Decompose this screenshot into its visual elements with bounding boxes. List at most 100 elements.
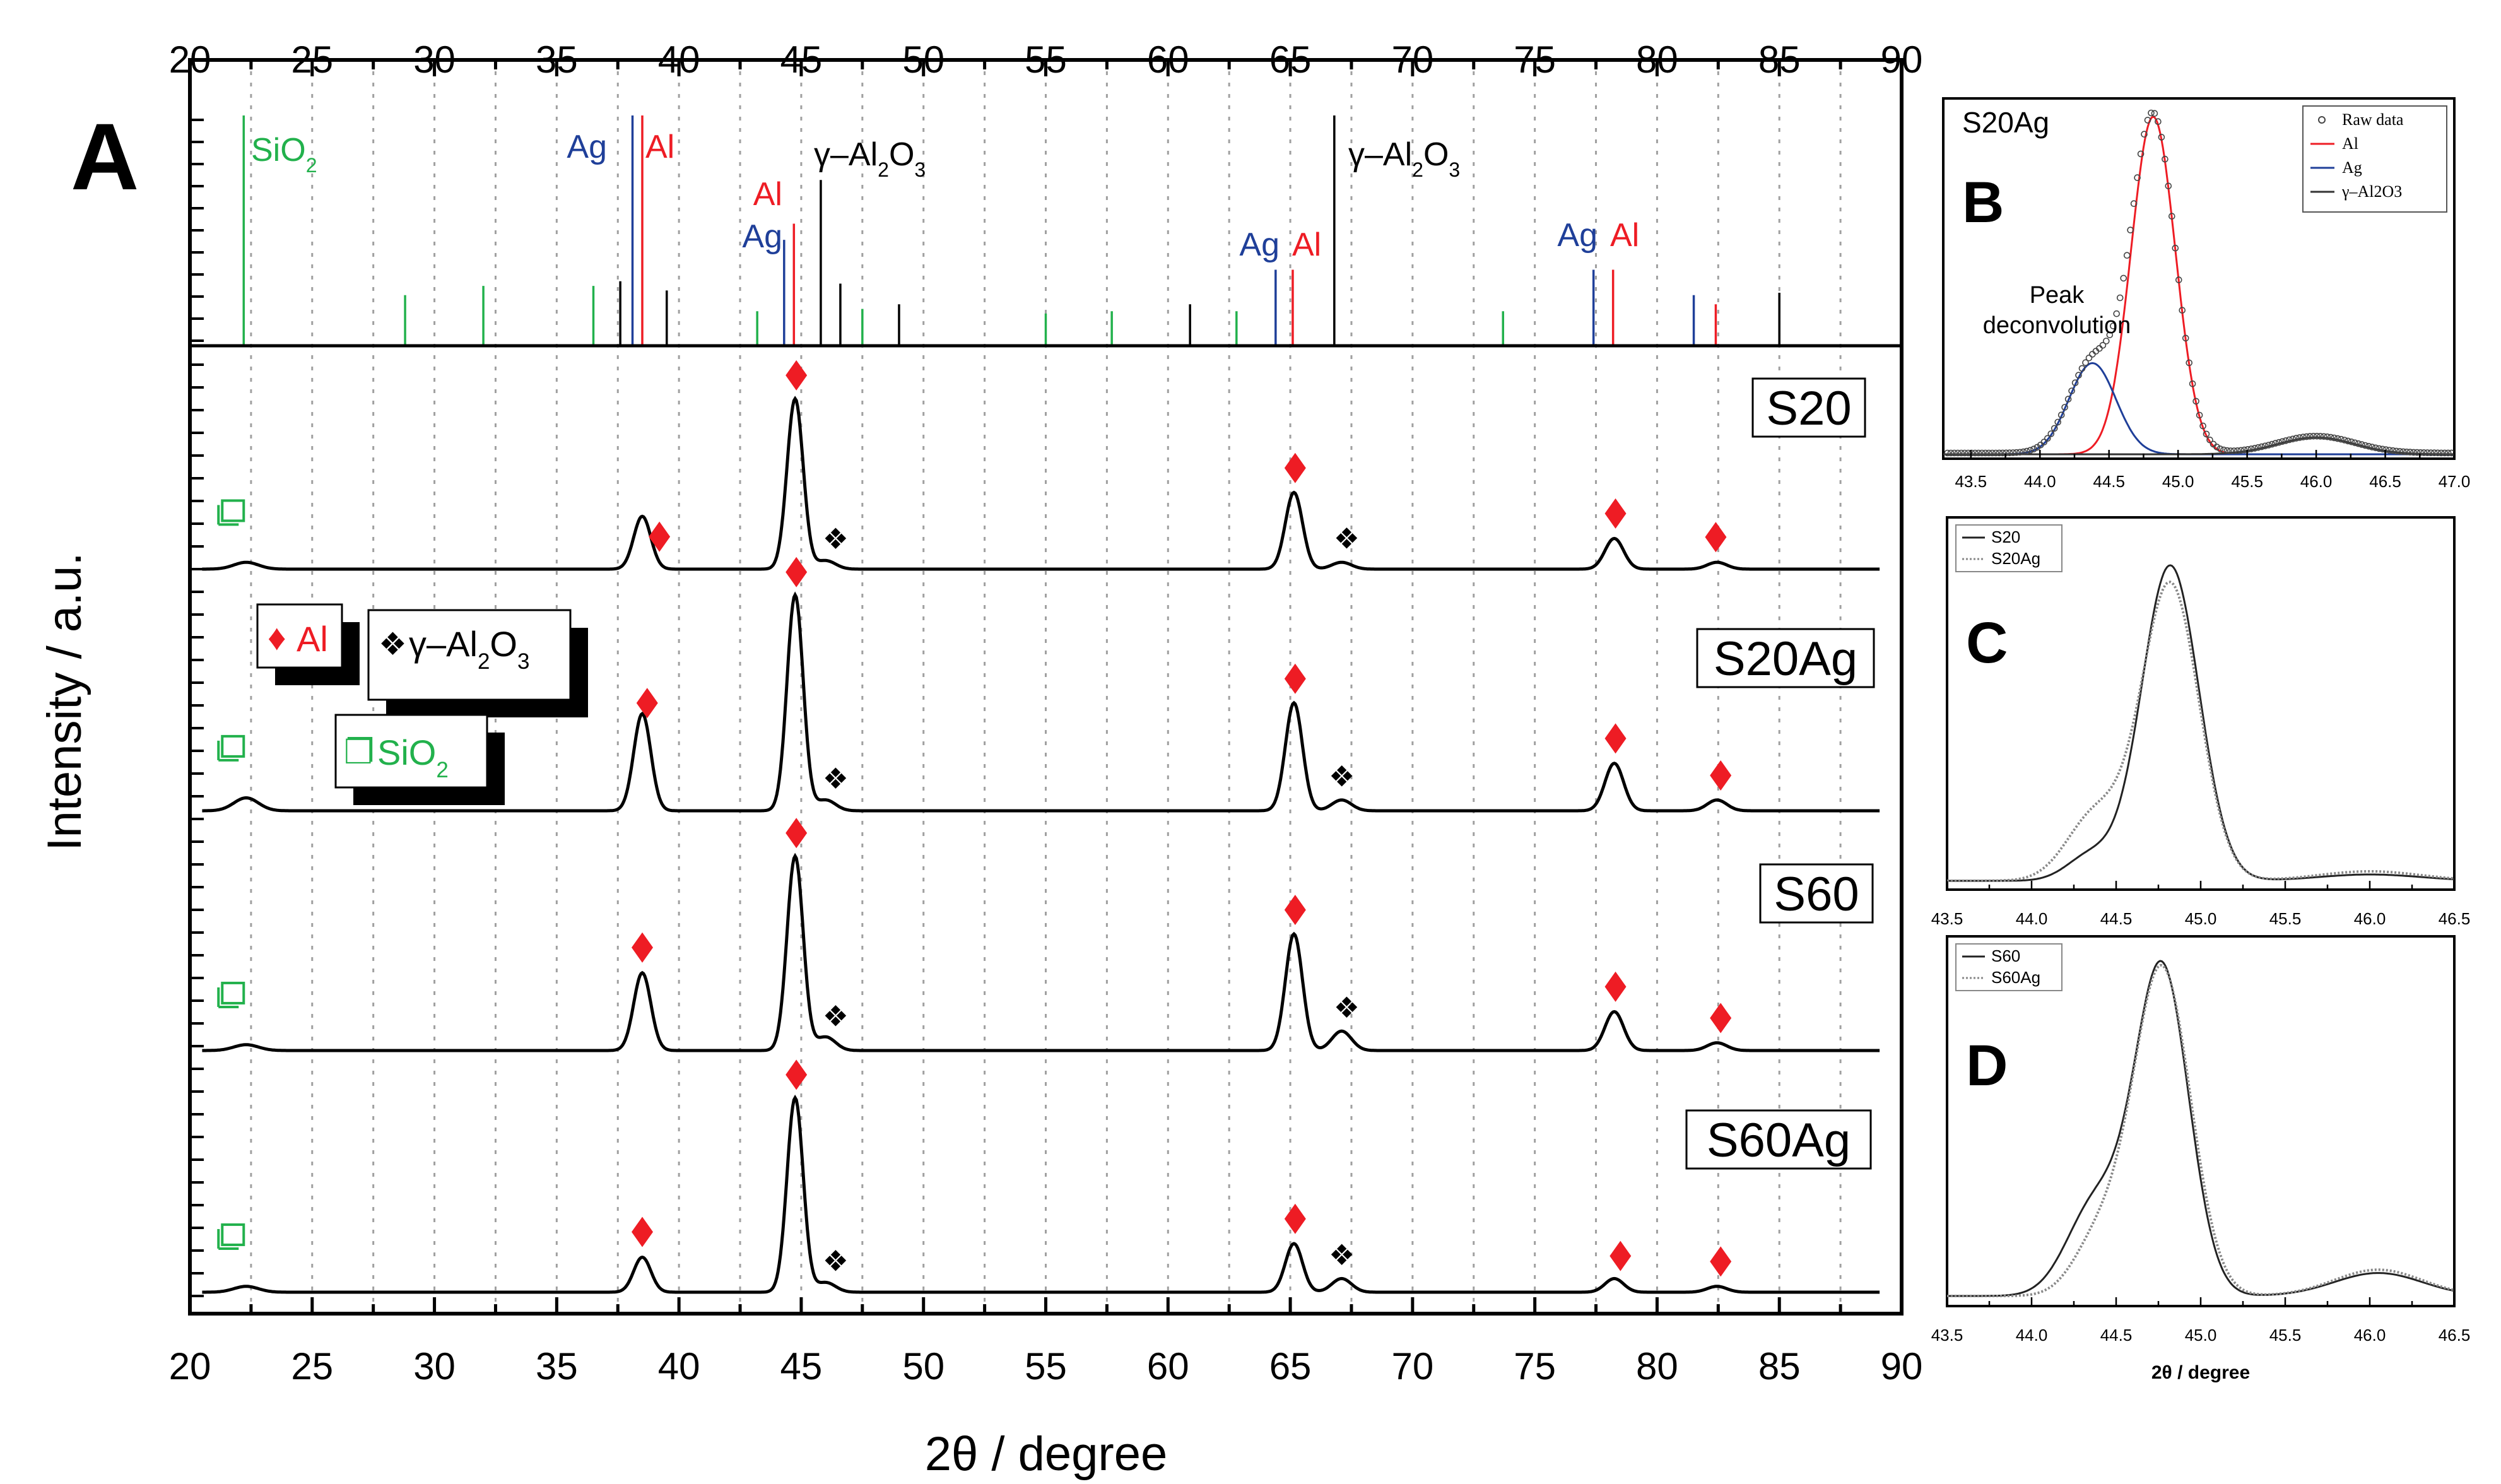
panel-b-raw-point — [2375, 445, 2382, 452]
panel-b-raw-point — [2444, 449, 2452, 457]
panel-b-raw-point — [2362, 442, 2369, 449]
panel-b-annotation: deconvolution — [1983, 312, 2131, 339]
panel-b-legend-label: Ag — [2342, 158, 2362, 177]
panel-b-raw-point — [1954, 449, 1962, 457]
panel-b-raw-point — [2289, 435, 2297, 443]
panel-b-title: S20Ag — [1962, 106, 2049, 139]
panel-b-x-tick-label: 47.0 — [2439, 472, 2471, 491]
silica-peak-marker — [221, 734, 245, 758]
panel-b-raw-point — [1999, 449, 2006, 457]
panel-b-raw-point — [2216, 445, 2224, 452]
x-axis-label: 2θ / degree — [925, 1427, 1168, 1481]
gamma-alumina-peak-marker: ❖ — [823, 522, 849, 555]
legend-silica-label: SiO2 — [377, 733, 449, 782]
panel-b-raw-point — [2103, 338, 2110, 344]
panel-b-raw-point — [2223, 447, 2231, 454]
overlay-x-tick-label: 45.5 — [2269, 1326, 2302, 1345]
panel-b-raw-point — [2279, 438, 2286, 445]
panel-b-raw-point — [2345, 437, 2351, 445]
panel-b-raw-point — [2293, 435, 2300, 442]
legend-al-label: Al — [297, 619, 328, 659]
panel-b-raw-point — [2351, 439, 2358, 447]
panel-b-raw-point — [2071, 379, 2079, 387]
panel-d-x-axis-label: 2θ / degree — [2151, 1362, 2250, 1383]
panel-b-raw-point — [2334, 435, 2341, 442]
x-tick-label-bottom: 90 — [1881, 1345, 1923, 1387]
panel-b-raw-point — [2068, 387, 2075, 394]
panel-b-raw-point — [2358, 441, 2365, 448]
panel-b-raw-point — [2172, 244, 2179, 252]
panel-b-raw-point — [1985, 449, 1992, 457]
panel-a-text: SiO2 Ag Al Ag Al γ–Al2O3 Ag Al γ–Al2O3 Ag Al S20 S20… — [38, 38, 1922, 1481]
overlay-x-tick-label: 46.5 — [2439, 909, 2471, 928]
panel-b-raw-point — [1951, 449, 1958, 457]
panel-b-raw-point — [2369, 444, 2375, 450]
panel-b-raw-point — [2013, 449, 2020, 456]
panel-b-raw-point — [2110, 322, 2117, 329]
panel-b-raw-point — [2123, 252, 2131, 259]
x-tick-label-top: 40 — [658, 38, 700, 81]
x-tick-label-top: 85 — [1758, 38, 1801, 81]
overlay-x-tick-label: 44.5 — [2100, 1326, 2133, 1345]
overlay-legend-box — [1955, 943, 2063, 991]
panel-b-x-tick-label: 44.0 — [2024, 472, 2056, 491]
panel-b-raw-point — [2392, 447, 2400, 455]
panel-b-raw-point — [2127, 227, 2134, 233]
panel-b-raw-point — [2220, 446, 2227, 454]
panel-b-raw-point — [2134, 174, 2141, 181]
legend-gamma-alumina-label: γ–Al2O3 — [409, 624, 529, 674]
x-tick-label-bottom: 75 — [1514, 1345, 1556, 1387]
panel-b-raw-point — [2234, 447, 2241, 454]
panel-b-raw-point — [2441, 449, 2448, 457]
x-tick-label-top: 20 — [169, 38, 211, 81]
panel-b-raw-point — [2237, 447, 2245, 454]
overlay-x-tick-label: 43.5 — [1931, 909, 1963, 928]
x-tick-label-bottom: 50 — [902, 1345, 944, 1387]
panel-b-raw-point — [2348, 438, 2355, 445]
panel-b-raw-point — [2130, 200, 2138, 208]
x-tick-label-bottom: 60 — [1147, 1345, 1189, 1387]
panel-b-raw-point — [2030, 445, 2037, 453]
gamma-alumina-peak-marker: ❖ — [1334, 991, 1360, 1024]
legend-box — [334, 714, 488, 789]
x-tick-label-top: 50 — [902, 38, 944, 81]
x-tick-label-top: 65 — [1269, 38, 1312, 81]
panel-b-raw-point — [2206, 436, 2213, 444]
overlay-legend-label: S20Ag — [1991, 549, 2040, 568]
sample-label-box — [1685, 1109, 1872, 1170]
legend-silica-symbol: ❐ — [344, 733, 374, 771]
overlay-trace-S20 — [1947, 564, 2455, 882]
panel-b-x-tick-label: 45.5 — [2231, 472, 2263, 491]
panel-b-raw-point — [1975, 449, 1982, 457]
x-tick-label-bottom: 70 — [1391, 1345, 1433, 1387]
overlay-trace-S20Ag — [1947, 580, 2455, 882]
panel-b-raw-point — [2324, 433, 2331, 440]
trace-S20 — [202, 396, 1880, 571]
panel-b-raw-point — [2272, 440, 2279, 447]
al-peak-marker — [649, 521, 671, 552]
reference-label-Ag: Ag — [1239, 227, 1280, 263]
panel-b-raw-point — [2386, 447, 2393, 454]
y-axis-label: Intensity / a.u. — [38, 552, 91, 851]
panel-b-raw-point — [2027, 447, 2034, 454]
panel-b-raw-point — [2320, 433, 2327, 440]
panel-b-raw-point — [2054, 418, 2061, 426]
gamma-alumina-peak-marker: ❖ — [823, 1244, 849, 1277]
panel-b-raw-point — [2399, 448, 2407, 456]
overlay-panel-label: D — [1966, 1034, 2008, 1098]
panel-b-raw-point — [2434, 449, 2441, 457]
panel-b-raw-point — [1979, 449, 1986, 457]
panel-b-raw-point — [2006, 449, 2013, 457]
panel-b-legend-box — [2302, 105, 2447, 213]
x-tick-label-bottom: 55 — [1025, 1345, 1067, 1387]
sample-label-box — [1759, 863, 1874, 924]
panel-b-x-tick-label: 44.5 — [2093, 472, 2125, 491]
x-tick-label-bottom: 20 — [169, 1345, 211, 1387]
sample-label-S20Ag: S20Ag — [1714, 632, 1857, 686]
al-peak-marker — [1604, 498, 1627, 529]
overlay-legend-label: S60Ag — [1991, 968, 2040, 987]
panel-b-raw-point — [2078, 365, 2086, 372]
panel-b-raw-point — [2431, 449, 2438, 457]
x-tick-label-bottom: 85 — [1758, 1345, 1801, 1387]
panel-b-raw-point — [2410, 449, 2417, 456]
